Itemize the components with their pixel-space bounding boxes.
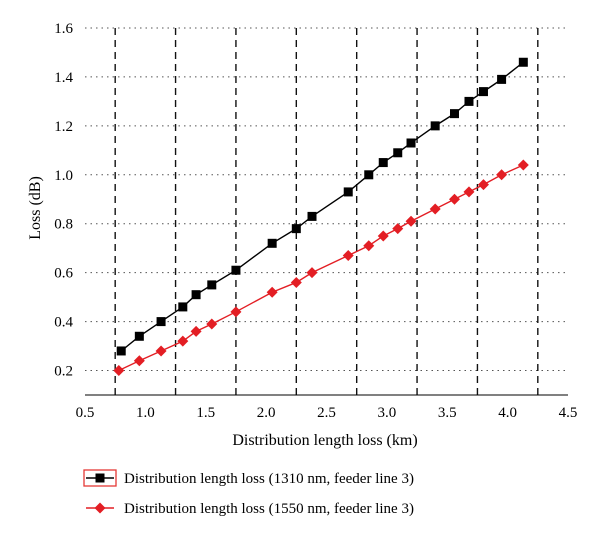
data-point [306, 267, 318, 279]
axis-layer: 0.5 1.0 1.5 2.0 2.5 3.0 3.5 4.0 4.5 0.2 0.4 0.6 0.8 1… [54, 21, 577, 421]
data-point [155, 345, 167, 357]
data-point [156, 317, 166, 327]
x-tick-label: 1.0 [136, 405, 155, 421]
data-point [177, 335, 189, 347]
y-tick-label: 1.6 [54, 21, 73, 37]
data-point [230, 306, 242, 318]
legend-label: Distribution length loss (1310 nm, feede… [124, 471, 414, 487]
data-point [363, 240, 375, 252]
data-point [342, 250, 354, 262]
y-tick-label: 1.0 [54, 168, 73, 184]
legend-marker [95, 473, 105, 483]
data-point [478, 87, 488, 97]
x-tick-label: 4.0 [498, 405, 517, 421]
legend-swatch-border [83, 469, 117, 487]
legend-marker [94, 502, 106, 514]
y-tick-label: 1.4 [54, 70, 73, 86]
legend: Distribution length loss (1310 nm, feede… [83, 469, 414, 517]
data-point [207, 280, 217, 290]
data-point [113, 365, 125, 377]
data-point [449, 109, 459, 119]
legend-item: Distribution length loss (1310 nm, feede… [83, 469, 414, 487]
data-point [464, 96, 474, 106]
series-layer [113, 57, 529, 377]
data-point [291, 224, 301, 234]
data-point [477, 179, 489, 191]
y-tick-label: 1.2 [54, 119, 73, 135]
data-point [267, 238, 277, 248]
data-point [266, 286, 278, 298]
y-axis-title: Loss (dB) [27, 176, 44, 240]
data-point [378, 158, 388, 168]
data-point [405, 215, 417, 227]
data-point [134, 331, 144, 341]
data-point [393, 148, 403, 158]
data-point [231, 265, 241, 275]
data-point [191, 290, 201, 300]
data-point [377, 230, 389, 242]
data-point [496, 169, 508, 181]
y-tick-label: 0.4 [54, 315, 73, 331]
y-tick-label: 0.6 [54, 266, 73, 282]
data-point [364, 170, 374, 180]
data-point [290, 276, 302, 288]
data-point [178, 302, 188, 312]
data-point [190, 325, 202, 337]
x-tick-label: 1.5 [196, 405, 215, 421]
data-point [518, 57, 528, 67]
data-point [133, 355, 145, 367]
x-tick-label: 4.5 [559, 405, 578, 421]
series-2 [113, 159, 529, 377]
data-point [430, 121, 440, 131]
data-point [307, 211, 317, 221]
x-tick-label: 3.0 [378, 405, 397, 421]
legend-item: Distribution length loss (1550 nm, feede… [86, 501, 414, 517]
data-point [206, 318, 218, 330]
x-tick-label: 3.5 [438, 405, 457, 421]
x-tick-label: 0.5 [76, 405, 95, 421]
x-tick-label: 2.5 [317, 405, 336, 421]
x-axis-title: Distribution length loss (km) [232, 432, 417, 449]
y-tick-label: 0.2 [54, 364, 73, 380]
data-point [392, 223, 404, 235]
y-tick-label: 0.8 [54, 217, 73, 233]
data-point [517, 159, 529, 171]
x-tick-label: 2.0 [257, 405, 276, 421]
data-point [429, 203, 441, 215]
data-point [116, 346, 126, 356]
data-point [406, 138, 416, 148]
data-point [497, 74, 507, 84]
data-point [463, 186, 475, 198]
series-1 [116, 57, 528, 356]
data-point [448, 193, 460, 205]
data-point [343, 187, 353, 197]
legend-label: Distribution length loss (1550 nm, feede… [124, 501, 414, 517]
grid-layer [85, 27, 568, 395]
